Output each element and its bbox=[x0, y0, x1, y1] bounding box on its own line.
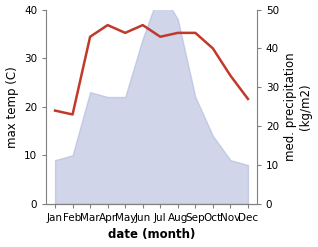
X-axis label: date (month): date (month) bbox=[108, 228, 195, 242]
Y-axis label: med. precipitation
(kg/m2): med. precipitation (kg/m2) bbox=[284, 52, 313, 161]
Y-axis label: max temp (C): max temp (C) bbox=[5, 66, 18, 148]
